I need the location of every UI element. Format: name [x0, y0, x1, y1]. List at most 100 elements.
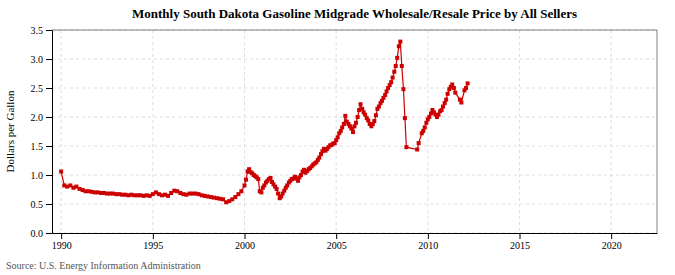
marker: [466, 81, 470, 85]
marker: [243, 183, 247, 187]
marker: [415, 147, 419, 151]
grid-line: [244, 30, 245, 233]
grid-line: [427, 30, 428, 233]
tick: 2005: [327, 233, 347, 251]
marker: [392, 70, 396, 74]
frame: [52, 30, 657, 31]
marker: [354, 121, 358, 125]
marker: [427, 115, 431, 119]
marker: [391, 76, 395, 80]
tick-label: 1.5: [31, 141, 44, 152]
plot: 19901995200020052010201520200.00.51.01.5…: [31, 25, 658, 251]
marker: [340, 125, 344, 129]
tick: 1990: [52, 233, 72, 251]
tick-label: 2.0: [31, 112, 44, 123]
grid: [52, 30, 657, 233]
marker: [404, 145, 408, 149]
marker: [417, 141, 421, 145]
frame: [657, 30, 658, 233]
tick-mark: [46, 146, 52, 147]
marker: [275, 187, 279, 191]
grid-line: [152, 30, 153, 233]
tick-mark: [46, 88, 52, 89]
tick: 1.0: [31, 170, 53, 181]
marker: [440, 108, 444, 112]
marker: [397, 44, 401, 48]
tick-mark: [336, 233, 337, 239]
grid-line: [52, 146, 657, 147]
tick: 2000: [235, 233, 255, 251]
tick-label: 2000: [235, 240, 255, 251]
tick-label: 3.5: [31, 25, 44, 36]
grid-line: [52, 117, 657, 118]
grid-line: [52, 30, 657, 31]
tick-label: 1995: [143, 240, 163, 251]
grid-line: [336, 30, 337, 233]
tick: 2010: [418, 233, 438, 251]
tick: 2.0: [31, 112, 53, 123]
marker: [353, 124, 357, 128]
marker: [401, 87, 405, 91]
marker: [395, 56, 399, 60]
marker: [400, 64, 404, 68]
y-axis: 0.00.51.01.52.02.53.03.5: [31, 25, 53, 239]
tick-label: 2005: [327, 240, 347, 251]
tick-mark: [245, 233, 246, 239]
grid-line: [52, 175, 657, 176]
marker: [424, 121, 428, 125]
marker: [443, 101, 447, 105]
grid-line: [52, 204, 657, 205]
marker: [317, 156, 321, 160]
marker: [259, 190, 263, 194]
grid-line: [52, 88, 657, 89]
marker: [366, 118, 370, 122]
marker: [356, 115, 360, 119]
marker: [389, 80, 393, 84]
marker: [403, 116, 407, 120]
tick-label: 1.0: [31, 170, 44, 181]
axis-line: [53, 233, 658, 234]
marker: [359, 102, 363, 106]
marker: [343, 114, 347, 118]
marker: [339, 129, 343, 133]
marker: [385, 89, 389, 93]
marker: [464, 86, 468, 90]
tick-mark: [61, 233, 62, 239]
marker: [336, 135, 340, 139]
marker: [59, 170, 63, 174]
grid-line: [611, 30, 612, 233]
annotation: Source: U.S. Energy Information Administ…: [6, 260, 201, 271]
line: [61, 42, 467, 203]
marker: [383, 93, 387, 97]
marker: [436, 113, 440, 117]
grid-line: [61, 30, 62, 233]
tick: 2015: [510, 233, 530, 251]
marker: [394, 64, 398, 68]
tick-mark: [46, 59, 52, 60]
tick-label: 2015: [510, 240, 530, 251]
marker: [351, 130, 355, 134]
marker: [444, 98, 448, 102]
tick-mark: [46, 30, 52, 31]
marker: [363, 113, 367, 117]
tick-mark: [46, 175, 52, 176]
tick-mark: [46, 204, 52, 205]
chart: 19901995200020052010201520200.00.51.01.5…: [0, 0, 675, 275]
marker: [244, 178, 248, 182]
marker: [239, 189, 243, 193]
marker: [377, 105, 381, 109]
tick-mark: [611, 233, 612, 239]
marker: [450, 83, 454, 87]
tick-label: 0.5: [31, 199, 44, 210]
tick: 1.5: [31, 141, 53, 152]
grid-line: [519, 30, 520, 233]
y-axis-title: Dollars per Gallon: [4, 90, 16, 172]
grid-line: [52, 59, 657, 60]
tick: 2020: [602, 233, 622, 251]
marker: [360, 107, 364, 111]
tick: 2.5: [31, 83, 53, 94]
marker: [398, 40, 402, 44]
grid-line: [52, 233, 657, 234]
tick-mark: [428, 233, 429, 239]
marker: [423, 125, 427, 129]
